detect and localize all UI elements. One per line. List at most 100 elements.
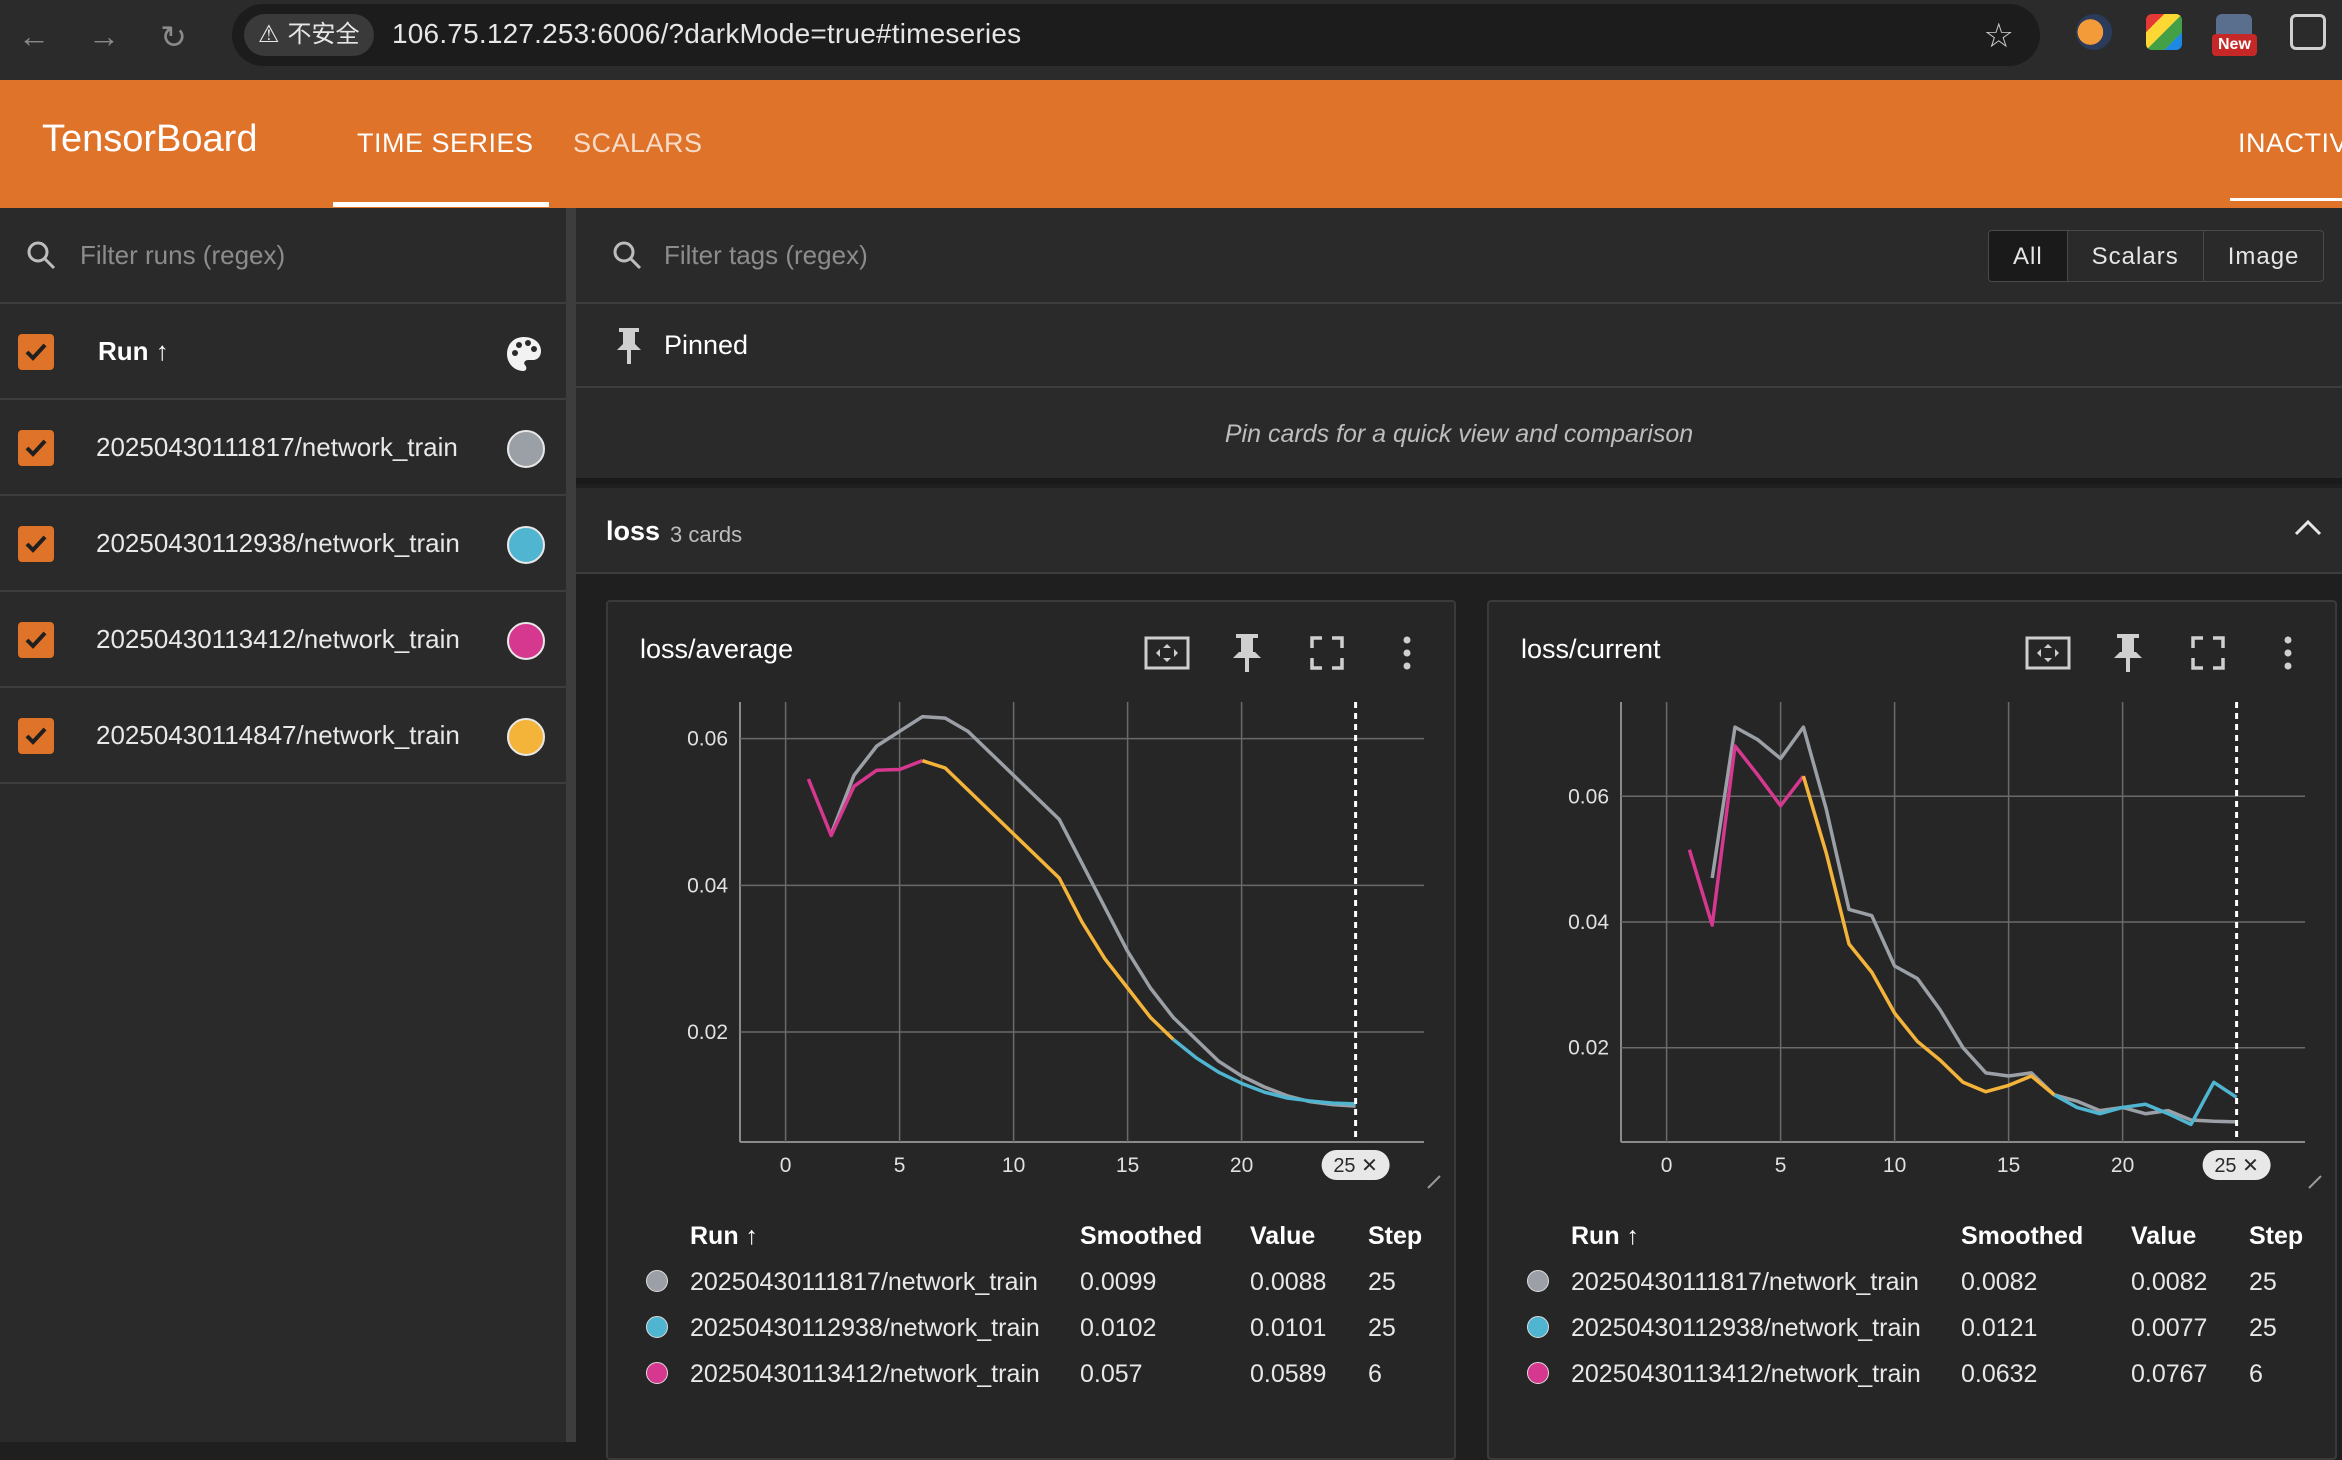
check-icon [25, 727, 47, 745]
legend-smoothed: 0.0099 [1080, 1268, 1157, 1296]
more-vert-icon[interactable] [2263, 628, 2313, 678]
legend-smoothed-header: Smoothed [1961, 1222, 2084, 1250]
y-tick-label: 0.04 [687, 874, 728, 897]
x-tick-label: 20 [2111, 1154, 2134, 1177]
legend-run-header[interactable]: Run ↑ [690, 1222, 759, 1250]
run-color-swatch[interactable] [507, 622, 545, 660]
line-chart[interactable]: 0 5 10 15 20 0.02 0.04 0.06 25 ✕ [608, 682, 1458, 1202]
pinned-section-header: Pinned [576, 304, 2342, 388]
tab-scalars[interactable]: SCALARS [573, 128, 703, 158]
legend-step: 25 [1368, 1314, 1396, 1342]
y-tick-label: 0.06 [1568, 785, 1609, 808]
step-chip-label: 25 ✕ [2214, 1155, 2259, 1177]
app-header: TensorBoard TIME SERIES SCALARS INACTIV [0, 80, 2342, 208]
y-tick-label: 0.02 [687, 1021, 728, 1044]
resize-handle-icon [2308, 1175, 2322, 1189]
run-filter[interactable]: Filter runs (regex) [0, 208, 566, 304]
address-bar[interactable]: ⚠ 不安全 106.75.127.253:6006/?darkMode=true… [232, 4, 2040, 66]
filter-all-button[interactable]: All [1989, 231, 2068, 281]
run-row[interactable]: 20250430114847/network_train [0, 688, 566, 784]
bookmark-star-icon[interactable]: ☆ [1983, 17, 2014, 55]
main-panel: Filter tags (regex) All Scalars Image Pi… [576, 208, 2342, 1460]
run-checkbox[interactable] [18, 622, 54, 658]
runs-sidebar: Filter runs (regex) Run ↑ 20250430111817… [0, 208, 566, 1442]
reload-icon[interactable]: ↻ [160, 19, 187, 55]
pinned-title: Pinned [664, 330, 749, 360]
tag-filter[interactable]: Filter tags (regex) All Scalars Image [576, 208, 2342, 304]
chevron-up-icon[interactable] [2290, 510, 2326, 546]
series-line [1801, 775, 2056, 1097]
browser-chrome: ← → ↻ ⚠ 不安全 106.75.127.253:6006/?darkMod… [0, 0, 2342, 80]
legend-run-header[interactable]: Run ↑ [1571, 1222, 1640, 1250]
forward-arrow-icon[interactable]: → [88, 18, 120, 54]
series-line [2053, 1080, 2238, 1127]
legend-run-name: 20250430113412/network_train [690, 1360, 1040, 1388]
pin-icon [617, 328, 641, 364]
pin-card-icon[interactable] [2103, 628, 2153, 678]
colorful-extension-icon[interactable] [2146, 14, 2182, 50]
runs-header-row: Run ↑ [0, 304, 566, 400]
legend-run-name: 20250430111817/network_train [1571, 1268, 1919, 1296]
fullscreen-icon[interactable] [2183, 628, 2233, 678]
run-row[interactable]: 20250430113412/network_train [0, 592, 566, 688]
security-chip[interactable]: ⚠ 不安全 [244, 14, 374, 56]
run-color-swatch[interactable] [507, 718, 545, 756]
x-tick-label: 0 [780, 1154, 792, 1177]
x-tick-label: 15 [1997, 1154, 2020, 1177]
filter-image-button[interactable]: Image [2227, 243, 2300, 270]
sidebar-resize-handle[interactable] [566, 208, 576, 1442]
profile-icon[interactable] [2290, 14, 2326, 50]
legend-color-dot [646, 1270, 668, 1292]
back-arrow-icon[interactable]: ← [18, 18, 50, 54]
legend-value-header: Value [1250, 1222, 1316, 1250]
legend-step-header: Step [2249, 1222, 2304, 1250]
run-color-swatch[interactable] [507, 526, 545, 564]
check-icon [25, 439, 47, 457]
run-checkbox[interactable] [18, 526, 54, 562]
step-chip [2202, 1150, 2271, 1180]
reload-status-label[interactable]: INACTIV [2238, 128, 2342, 158]
url-text[interactable]: 106.75.127.253:6006/?darkMode=true#times… [392, 18, 1022, 49]
palette-icon[interactable] [504, 334, 544, 374]
legend-value: 0.0589 [1250, 1360, 1327, 1388]
filter-scalars-button[interactable]: Scalars [2068, 231, 2204, 281]
line-chart[interactable]: 0 5 10 15 20 0.02 0.04 0.06 25 ✕ [1489, 682, 2339, 1202]
legend-value: 0.0082 [2131, 1268, 2208, 1296]
legend-value: 0.0767 [2131, 1360, 2208, 1388]
check-icon [25, 535, 47, 553]
scalar-card: loss/current 0 5 10 15 20 0.02 0.04 0.06 25 ✕ Ru… [1487, 600, 2337, 1460]
pin-card-icon[interactable] [1222, 628, 1272, 678]
run-row[interactable]: 20250430112938/network_train [0, 496, 566, 592]
card-group-header[interactable]: loss 3 cards [576, 488, 2342, 574]
fit-domain-icon[interactable] [1142, 628, 1192, 678]
run-color-swatch[interactable] [507, 430, 545, 468]
x-tick-label: 0 [1661, 1154, 1673, 1177]
card-title: loss/current [1521, 634, 1661, 664]
y-tick-label: 0.04 [1568, 911, 1609, 934]
legend-step: 6 [2249, 1360, 2263, 1388]
more-vert-icon[interactable] [1382, 628, 1432, 678]
legend-color-dot [1527, 1270, 1549, 1292]
run-checkbox[interactable] [18, 430, 54, 466]
group-name: loss [606, 516, 661, 546]
app-title: TensorBoard [42, 118, 258, 160]
fit-domain-icon[interactable] [2023, 628, 2073, 678]
pinned-empty-text: Pin cards for a quick view and compariso… [1224, 420, 1694, 448]
check-icon [25, 343, 47, 361]
warning-icon: ⚠ [258, 21, 280, 48]
run-row[interactable]: 20250430111817/network_train [0, 400, 566, 496]
tab-time-series[interactable]: TIME SERIES [357, 128, 534, 158]
step-chip [1321, 1150, 1390, 1180]
extension-icon[interactable] [2076, 14, 2112, 50]
series-line [1172, 1037, 1356, 1106]
run-column-header[interactable]: Run ↑ [98, 336, 169, 366]
status-underline [2230, 198, 2342, 201]
resize-handle-icon [1427, 1175, 1441, 1189]
scalar-card: loss/average 0 5 10 15 20 0.02 0.04 0.06 25 ✕ Ru… [606, 600, 1456, 1460]
x-tick-label: 5 [894, 1154, 906, 1177]
legend-step: 25 [2249, 1268, 2277, 1296]
legend-run-name: 20250430112938/network_train [1571, 1314, 1921, 1342]
select-all-checkbox[interactable] [18, 334, 54, 370]
fullscreen-icon[interactable] [1302, 628, 1352, 678]
run-checkbox[interactable] [18, 718, 54, 754]
